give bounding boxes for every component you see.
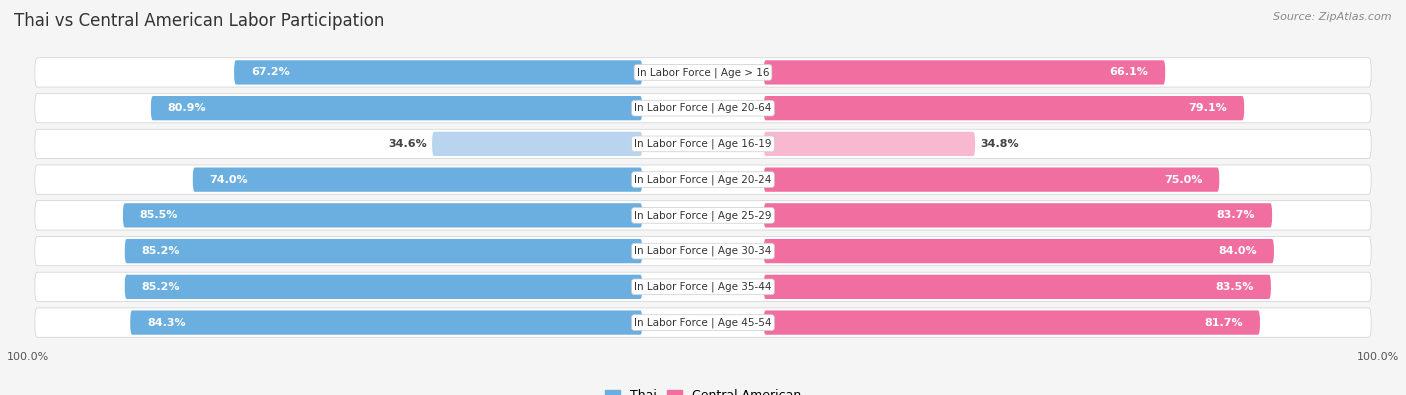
FancyBboxPatch shape bbox=[763, 167, 1219, 192]
FancyBboxPatch shape bbox=[35, 308, 1371, 337]
FancyBboxPatch shape bbox=[35, 165, 1371, 194]
Text: 79.1%: 79.1% bbox=[1188, 103, 1227, 113]
FancyBboxPatch shape bbox=[35, 129, 1371, 158]
Text: Source: ZipAtlas.com: Source: ZipAtlas.com bbox=[1274, 12, 1392, 22]
Text: 83.7%: 83.7% bbox=[1216, 211, 1256, 220]
Text: In Labor Force | Age 20-64: In Labor Force | Age 20-64 bbox=[634, 103, 772, 113]
Text: In Labor Force | Age 30-34: In Labor Force | Age 30-34 bbox=[634, 246, 772, 256]
Text: In Labor Force | Age 16-19: In Labor Force | Age 16-19 bbox=[634, 139, 772, 149]
Text: In Labor Force | Age 35-44: In Labor Force | Age 35-44 bbox=[634, 282, 772, 292]
FancyBboxPatch shape bbox=[35, 272, 1371, 301]
Text: In Labor Force | Age 25-29: In Labor Force | Age 25-29 bbox=[634, 210, 772, 221]
FancyBboxPatch shape bbox=[763, 239, 1274, 263]
Text: 66.1%: 66.1% bbox=[1109, 68, 1149, 77]
FancyBboxPatch shape bbox=[432, 132, 643, 156]
FancyBboxPatch shape bbox=[35, 58, 1371, 87]
FancyBboxPatch shape bbox=[35, 94, 1371, 123]
FancyBboxPatch shape bbox=[125, 275, 643, 299]
Text: 34.8%: 34.8% bbox=[980, 139, 1019, 149]
FancyBboxPatch shape bbox=[763, 275, 1271, 299]
FancyBboxPatch shape bbox=[125, 239, 643, 263]
Text: 67.2%: 67.2% bbox=[250, 68, 290, 77]
FancyBboxPatch shape bbox=[150, 96, 643, 120]
FancyBboxPatch shape bbox=[763, 132, 976, 156]
FancyBboxPatch shape bbox=[122, 203, 643, 228]
Text: 80.9%: 80.9% bbox=[167, 103, 207, 113]
Text: Thai vs Central American Labor Participation: Thai vs Central American Labor Participa… bbox=[14, 12, 384, 30]
Text: 74.0%: 74.0% bbox=[209, 175, 249, 184]
Text: In Labor Force | Age > 16: In Labor Force | Age > 16 bbox=[637, 67, 769, 78]
Text: 34.6%: 34.6% bbox=[388, 139, 426, 149]
FancyBboxPatch shape bbox=[763, 203, 1272, 228]
FancyBboxPatch shape bbox=[233, 60, 643, 85]
FancyBboxPatch shape bbox=[763, 96, 1244, 120]
Text: In Labor Force | Age 45-54: In Labor Force | Age 45-54 bbox=[634, 317, 772, 328]
FancyBboxPatch shape bbox=[35, 201, 1371, 230]
Text: In Labor Force | Age 20-24: In Labor Force | Age 20-24 bbox=[634, 174, 772, 185]
Text: 83.5%: 83.5% bbox=[1216, 282, 1254, 292]
Text: 85.5%: 85.5% bbox=[139, 211, 179, 220]
FancyBboxPatch shape bbox=[35, 237, 1371, 266]
FancyBboxPatch shape bbox=[193, 167, 643, 192]
Text: 85.2%: 85.2% bbox=[142, 246, 180, 256]
Text: 85.2%: 85.2% bbox=[142, 282, 180, 292]
Text: 75.0%: 75.0% bbox=[1164, 175, 1202, 184]
Text: 84.3%: 84.3% bbox=[148, 318, 186, 327]
FancyBboxPatch shape bbox=[763, 60, 1166, 85]
Text: 81.7%: 81.7% bbox=[1205, 318, 1243, 327]
Legend: Thai, Central American: Thai, Central American bbox=[600, 384, 806, 395]
FancyBboxPatch shape bbox=[131, 310, 643, 335]
FancyBboxPatch shape bbox=[763, 310, 1260, 335]
Text: 84.0%: 84.0% bbox=[1219, 246, 1257, 256]
